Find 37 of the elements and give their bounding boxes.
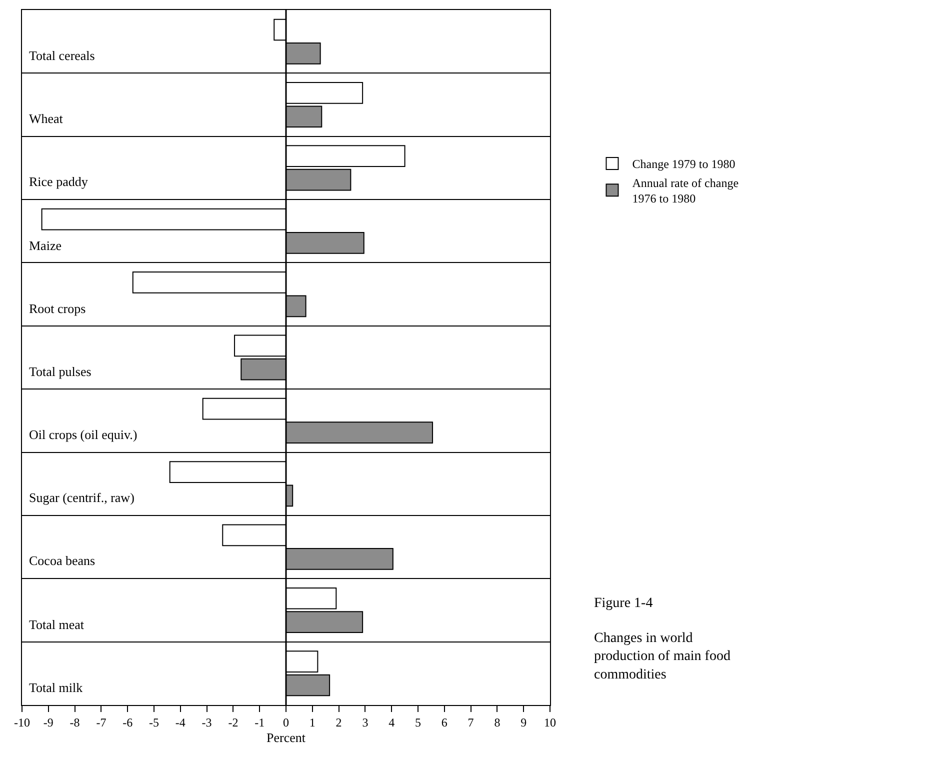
x-tick-label: 4	[388, 715, 395, 730]
y-tick-label: Cocoa beans	[29, 553, 96, 568]
x-tick-label: 1	[309, 715, 316, 730]
x-tick-label: 8	[494, 715, 500, 730]
x-tick-label: 5	[415, 715, 421, 730]
x-tick-label: -3	[202, 715, 212, 730]
x-tick-label: -1	[254, 715, 265, 730]
x-tick-label: -5	[149, 715, 159, 730]
x-tick-label: -7	[96, 715, 106, 730]
x-tick-label: 6	[441, 715, 448, 730]
y-tick-label: Root crops	[29, 301, 86, 316]
legend-label: Annual rate of change 1976 to 1980	[632, 176, 739, 206]
x-tick-label: -9	[43, 715, 54, 730]
x-tick-label: -4	[175, 715, 186, 730]
legend-label: Change 1979 to 1980	[632, 157, 736, 172]
text: Changes in world production of main food commodities	[594, 631, 730, 682]
x-tick-label: -2	[228, 715, 238, 730]
x-tick-label: 3	[362, 715, 368, 730]
y-tick-label: Wheat	[29, 111, 64, 126]
x-tick-label: 2	[336, 715, 342, 730]
caption: Figure 1-4	[594, 596, 653, 611]
y-tick-label: Total meat	[29, 617, 84, 632]
y-tick-label: Oil crops (oil equiv.)	[29, 427, 138, 442]
y-tick-label: Total pulses	[29, 364, 92, 379]
y-tick-label: Total cereals	[29, 48, 95, 63]
y-tick-label: Sugar (centrif., raw)	[29, 490, 134, 505]
x-tick-label: -10	[14, 715, 30, 730]
x-tick-label: -8	[70, 715, 80, 730]
x-tick-label: 10	[544, 715, 556, 730]
x-axis-title: Percent	[266, 730, 306, 745]
y-tick-label: Rice paddy	[29, 174, 88, 189]
x-tick-label: -6	[122, 715, 133, 730]
x-tick-label: 9	[520, 715, 527, 730]
y-tick-label: Maize	[29, 238, 62, 253]
x-tick-label: 0	[283, 715, 289, 730]
x-tick-label: 7	[468, 715, 474, 730]
y-tick-label: Total milk	[29, 680, 84, 695]
